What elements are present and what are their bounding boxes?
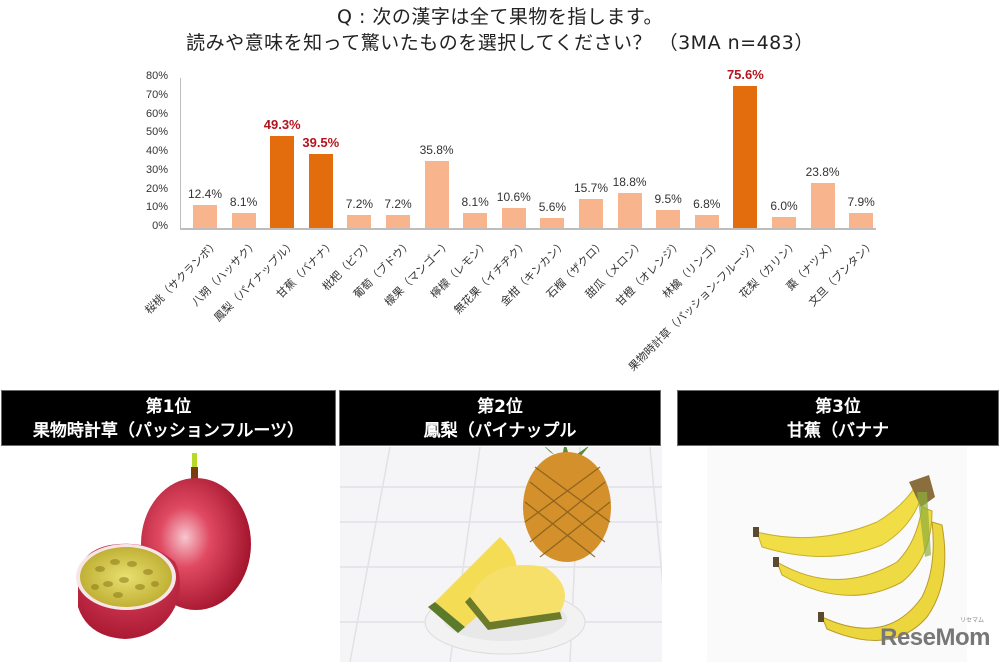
y-tick-label: 40% bbox=[145, 145, 168, 157]
banana-image: リセマム ReseMom bbox=[677, 447, 1000, 662]
value-label: 7.9% bbox=[847, 195, 875, 210]
bar bbox=[540, 217, 565, 228]
pineapple-image bbox=[340, 447, 662, 662]
bar bbox=[347, 214, 372, 228]
y-tick-label: 70% bbox=[145, 88, 168, 101]
bar bbox=[579, 198, 603, 228]
value-label: 49.3% bbox=[263, 116, 301, 132]
value-label: 10.6% bbox=[496, 190, 531, 205]
bar bbox=[617, 192, 642, 228]
y-tick-label: 60% bbox=[145, 107, 168, 120]
rank-1-label: 第1位 bbox=[145, 397, 192, 417]
bar-chart: 0% 10% 20% 30% 40% 50% 60% 70% 80% 12.4% 桜桃（サクランボ）… bbox=[142, 67, 877, 373]
bar bbox=[270, 135, 295, 228]
y-tick-label: 30% bbox=[145, 163, 168, 176]
value-label: 8.1% bbox=[229, 194, 258, 209]
rank-3-label: 第3位 bbox=[815, 397, 861, 417]
y-tick-label: 80% bbox=[145, 70, 168, 82]
value-label: 6.8% bbox=[693, 197, 721, 212]
y-tick-label: 50% bbox=[145, 126, 168, 139]
value-label: 39.5% bbox=[302, 134, 340, 150]
bar bbox=[231, 212, 256, 228]
value-label: 9.5% bbox=[654, 192, 682, 207]
rank-2-label: 第2位 bbox=[477, 397, 523, 417]
value-label: 12.4% bbox=[187, 186, 223, 201]
rank-3-name: 甘蕉（バナナ bbox=[787, 421, 889, 441]
bar bbox=[810, 183, 835, 228]
y-tick-label: 20% bbox=[145, 182, 168, 195]
rank-2-header: 第2位 鳳梨（パイナップル bbox=[339, 390, 661, 446]
bar bbox=[386, 214, 410, 228]
value-label: 15.7% bbox=[573, 180, 609, 195]
value-label: 18.8% bbox=[612, 174, 647, 189]
bar bbox=[463, 212, 488, 228]
value-label: 8.1% bbox=[461, 194, 489, 209]
chart-title-line1: Q : 次の漢字は全て果物を指します。 bbox=[336, 6, 664, 28]
passion-fruit-image bbox=[0, 447, 336, 662]
x-axis bbox=[180, 228, 876, 230]
rank-3-header: 第3位 甘蕉（バナナ bbox=[677, 390, 999, 446]
bar bbox=[308, 153, 333, 228]
bar bbox=[424, 160, 449, 228]
bar bbox=[733, 86, 758, 228]
bar bbox=[694, 215, 719, 228]
bar bbox=[501, 208, 526, 228]
value-label: 7.2% bbox=[384, 196, 412, 211]
rank-1-name: 果物時計草（パッションフルーツ） bbox=[32, 421, 305, 441]
rank-2-name: 鳳梨（パイナップル bbox=[423, 421, 577, 441]
y-tick-label: 0% bbox=[152, 220, 168, 232]
value-label: 7.2% bbox=[345, 196, 374, 211]
value-label: 5.6% bbox=[538, 199, 567, 214]
bar bbox=[772, 216, 796, 228]
rank-1-header: 第1位 果物時計草（パッションフルーツ） bbox=[1, 390, 336, 446]
bar bbox=[656, 210, 681, 228]
resemom-logo: ReseMom bbox=[880, 624, 990, 651]
bar bbox=[849, 213, 874, 228]
value-label: 6.0% bbox=[770, 198, 798, 213]
value-label: 23.8% bbox=[805, 165, 840, 180]
value-label: 75.6% bbox=[726, 67, 764, 83]
value-label: 35.8% bbox=[419, 142, 454, 157]
y-axis bbox=[180, 78, 181, 229]
y-tick-label: 10% bbox=[145, 201, 168, 214]
watermark-small: リセマム bbox=[959, 617, 984, 624]
chart-title-line2: 読みや意味を知って驚いたものを選択してください？ （3MA n=483） bbox=[186, 32, 814, 54]
bar bbox=[193, 204, 217, 228]
